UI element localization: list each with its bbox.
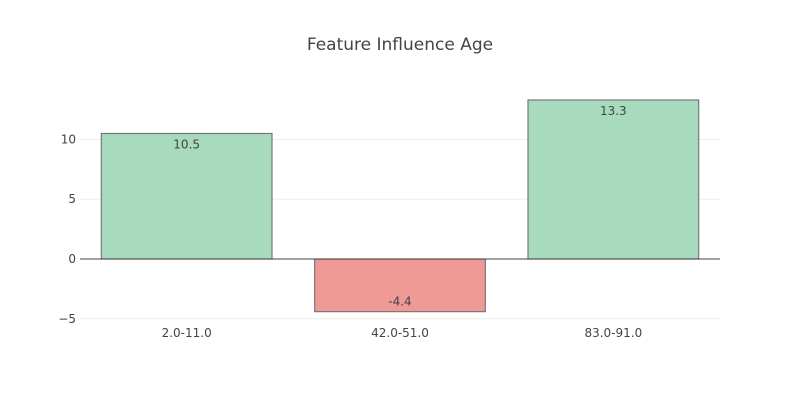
bar-83.0-91.0[interactable]	[527, 99, 700, 260]
y-tick-label: 5	[68, 192, 76, 206]
bar-value-label: 13.3	[600, 104, 627, 118]
bar-value-label: 10.5	[173, 137, 200, 151]
x-tick-label: 2.0-11.0	[162, 326, 212, 340]
value-labels: 10.5 -4.4 13.3	[173, 104, 626, 309]
chart-title: Feature Influence Age	[307, 35, 493, 55]
bar-value-label: -4.4	[388, 295, 411, 309]
x-tick-label: 42.0-51.0	[371, 326, 429, 340]
y-tick-label: −5	[58, 312, 76, 326]
bar-42.0-51.0[interactable]	[314, 258, 486, 313]
y-tick-label: 0	[68, 252, 76, 266]
bars	[100, 99, 700, 313]
y-tick-label: 10	[61, 132, 76, 146]
bar-2.0-11.0[interactable]	[100, 132, 273, 260]
x-tick-label: 83.0-91.0	[584, 326, 642, 340]
y-axis-ticks: −5 0 5 10	[58, 132, 76, 325]
x-axis-ticks: 2.0-11.0 42.0-51.0 83.0-91.0	[162, 326, 643, 340]
